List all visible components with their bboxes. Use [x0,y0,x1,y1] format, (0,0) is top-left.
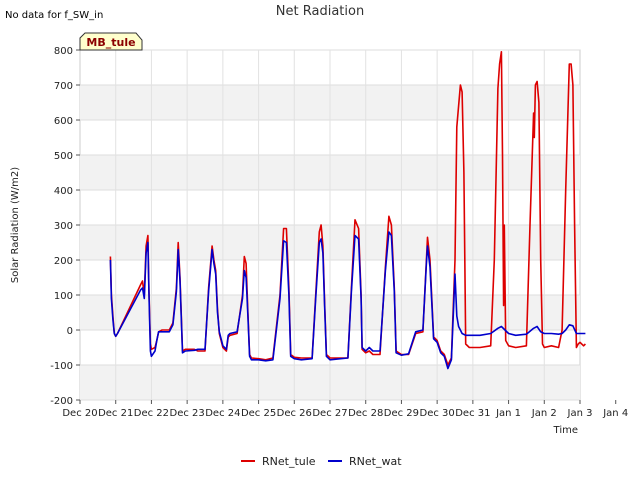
x-tick-label: Dec 28 [348,408,383,419]
y-tick-label: -100 [50,361,73,372]
x-tick-label: Dec 27 [312,408,347,419]
x-tick-label: Dec 21 [98,408,133,419]
x-tick-label: Dec 24 [205,408,240,419]
legend-label-rnet-tule: RNet_tule [262,455,316,468]
x-tick-label: Dec 26 [277,408,312,419]
legend-label-rnet-wat: RNet_wat [349,455,402,468]
x-tick-label: Jan 4 [602,408,628,419]
y-axis-label: Solar Radiation (W/m2) [10,167,21,283]
x-tick-label: Dec 22 [134,408,169,419]
x-axis-ticks: Dec 20 Dec 21 Dec 22 Dec 23 Dec 24 Dec 25 Dec … [62,400,628,419]
y-tick-label: 600 [54,116,73,127]
x-tick-label: Dec 23 [170,408,205,419]
x-tick-label: Dec 25 [241,408,276,419]
y-tick-label: 400 [54,186,73,197]
y-tick-label: 200 [54,256,73,267]
no-data-note: No data for f_SW_in [5,10,103,21]
site-badge: MB_tule [79,32,143,51]
plot-area [79,49,586,401]
x-tick-label: Jan 3 [567,408,593,419]
x-tick-label: Dec 20 [62,408,97,419]
y-tick-label: 300 [54,221,73,232]
x-tick-label: Dec 29 [384,408,419,419]
y-tick-label: 0 [67,326,73,337]
y-tick-label: -200 [50,396,73,407]
y-tick-label: 700 [54,81,73,92]
x-tick-label: Jan 2 [531,408,557,419]
x-tick-label: Dec 31 [455,408,490,419]
x-tick-label: Dec 30 [420,408,455,419]
site-badge-label: MB_tule [86,36,135,49]
y-tick-label: 800 [54,46,73,57]
legend: RNet_tule RNet_wat [241,455,402,468]
y-axis-ticks: -200 -100 0 100 200 300 400 500 600 700 800 [50,46,80,407]
site-badge-box [79,32,143,51]
chart-title: Net Radiation [276,4,364,19]
series-lines [109,50,586,370]
series-line-rnet-wat [109,231,586,370]
y-tick-label: 100 [54,291,73,302]
x-axis-label: Time [553,425,578,436]
x-tick-label: Jan 1 [495,408,521,419]
y-tick-label: 500 [54,151,73,162]
